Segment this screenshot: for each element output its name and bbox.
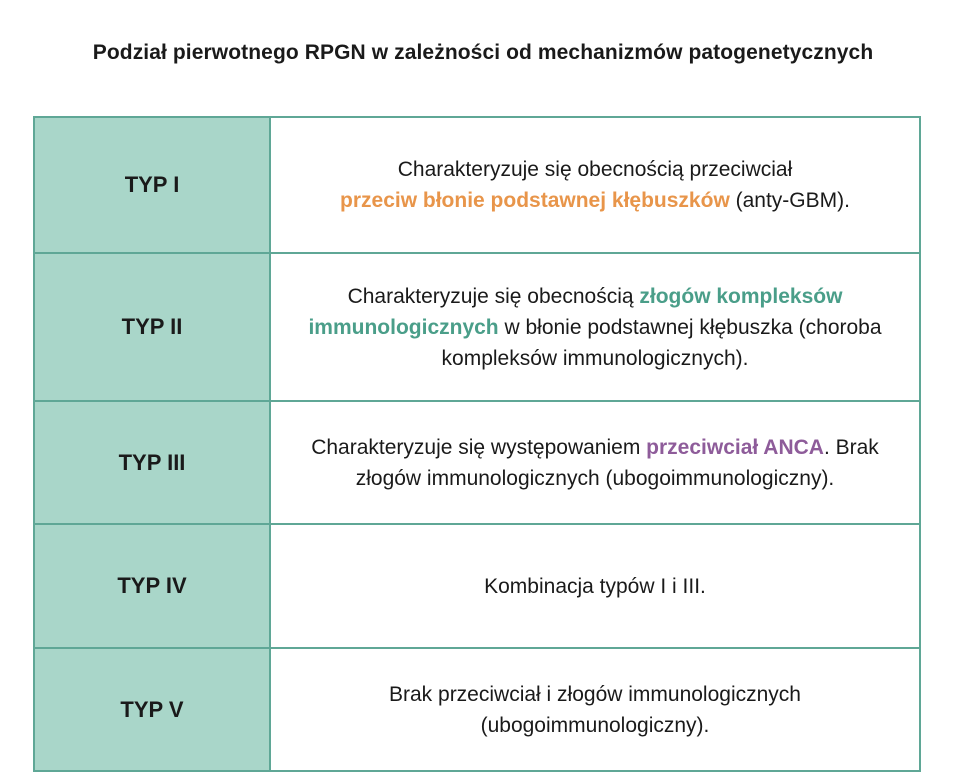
type-description: Charakteryzuje się występowaniem przeciw… <box>271 402 919 525</box>
description-line: (ubogoimmunologiczny). <box>480 713 710 737</box>
type-description: Charakteryzuje się obecnością przeciwcia… <box>271 118 919 254</box>
description-text: Charakteryzuje się obecnością przeciwcia… <box>340 154 850 216</box>
description-plain-text: Charakteryzuje się występowaniem <box>311 435 647 459</box>
description-plain-text: w błonie podstawnej kłębuszka (choroba k… <box>441 315 882 370</box>
description-highlight: przeciwciał ANCA <box>646 435 824 459</box>
type-label: TYP III <box>35 402 271 525</box>
type-label: TYP V <box>35 649 271 770</box>
description-plain-text: Charakteryzuje się obecnością <box>347 284 640 308</box>
type-label: TYP IV <box>35 525 271 649</box>
description-highlight: złogów kompleksów immunologicznych <box>308 284 843 339</box>
type-description: Kombinacja typów I i III. <box>271 525 919 649</box>
type-label: TYP II <box>35 254 271 402</box>
description-plain-text: . Brak złogów immunologicznych (ubogoimm… <box>355 435 879 490</box>
description-text: Kombinacja typów I i III. <box>484 574 706 598</box>
classification-table: TYP I Charakteryzuje się obecnością prze… <box>33 116 921 772</box>
description-plain-text: Charakteryzuje się obecnością przeciwcia… <box>397 158 793 181</box>
description-line: Brak przeciwciał i złogów immunologiczny… <box>389 682 801 706</box>
type-description: Brak przeciwciał i złogów immunologiczny… <box>271 649 919 770</box>
description-text: Charakteryzuje się występowaniem przeciw… <box>293 432 897 494</box>
description-plain-text: (anty-GBM). <box>729 189 850 212</box>
type-description: Charakteryzuje się obecnością złogów kom… <box>271 254 919 402</box>
type-label: TYP I <box>35 118 271 254</box>
page-title: Podział pierwotnego RPGN w zależności od… <box>92 41 874 64</box>
description-highlight: przeciw błonie podstawnej kłębuszków <box>340 189 730 212</box>
description-text: Charakteryzuje się obecnością złogów kom… <box>293 281 897 374</box>
description-text: Brak przeciwciał i złogów immunologiczny… <box>389 679 801 741</box>
